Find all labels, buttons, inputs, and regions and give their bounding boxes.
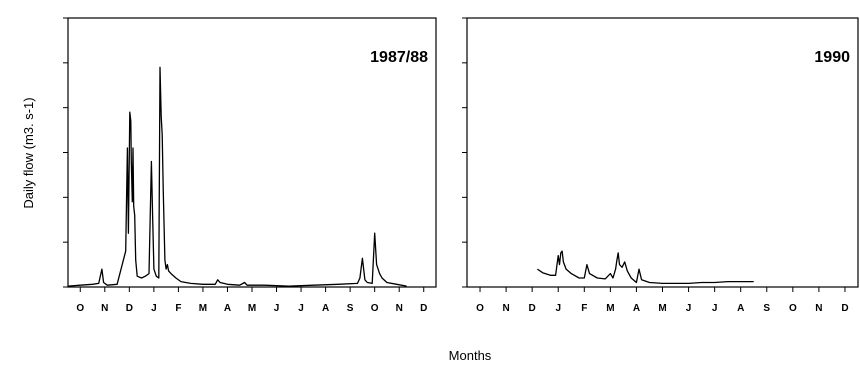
plot-frame xyxy=(466,17,859,288)
x-tick-label: A xyxy=(633,303,640,314)
x-tick-label: A xyxy=(737,303,744,314)
x-tick-label: O xyxy=(789,303,797,314)
y-axis-label: Daily flow (m3. s-1) xyxy=(21,97,36,208)
x-tick-label: N xyxy=(101,303,108,314)
x-tick-label: N xyxy=(396,303,403,314)
panel-1990: O N D J F M A M J J A S O N D 1990 xyxy=(462,17,859,314)
x-tick-label: F xyxy=(581,303,587,314)
x-tick-label: M xyxy=(248,303,256,314)
x-tick-label: D xyxy=(420,303,427,314)
x-tick-label: O xyxy=(371,303,379,314)
flow-series-line xyxy=(67,66,407,287)
x-tick-label: D xyxy=(529,303,536,314)
x-tick-label: A xyxy=(224,303,231,314)
x-tick-label: N xyxy=(815,303,822,314)
x-tick-label: J xyxy=(274,303,280,314)
x-tick-label: M xyxy=(199,303,207,314)
x-tick-label: D xyxy=(126,303,133,314)
flow-series-line xyxy=(537,250,754,285)
x-tick-label: F xyxy=(175,303,181,314)
x-tick-label: J xyxy=(686,303,692,314)
x-tick-label: D xyxy=(841,303,848,314)
x-tick-label: S xyxy=(763,303,770,314)
x-tick-label: M xyxy=(606,303,614,314)
x-tick-label: M xyxy=(658,303,666,314)
panel-year-label: 1990 xyxy=(814,49,850,66)
x-tick-label: J xyxy=(298,303,304,314)
x-axis-label: Months xyxy=(449,348,492,363)
panel-1987-88: O N D J F M A M J J A S O N D 1987/88 xyxy=(63,17,437,314)
x-tick-label: O xyxy=(76,303,84,314)
x-tick-label: S xyxy=(347,303,354,314)
x-tick-label: A xyxy=(322,303,329,314)
x-tick-label: J xyxy=(712,303,718,314)
panel-year-label: 1987/88 xyxy=(370,49,428,66)
x-tick-label: O xyxy=(476,303,484,314)
x-tick-label: J xyxy=(151,303,157,314)
x-tick-label: J xyxy=(555,303,561,314)
x-tick-label: N xyxy=(502,303,509,314)
